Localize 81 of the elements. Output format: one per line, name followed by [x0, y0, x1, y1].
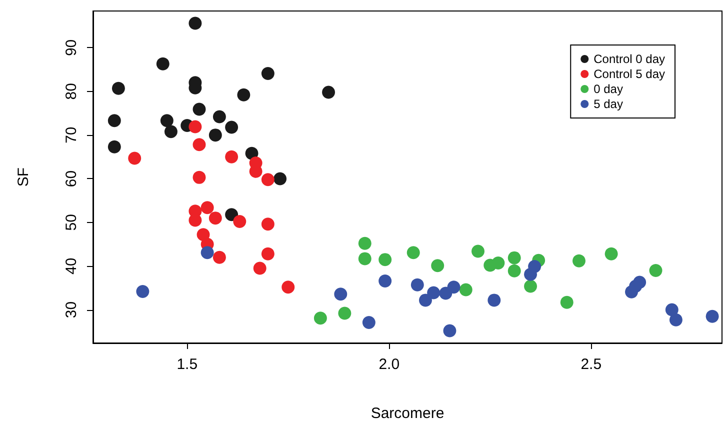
point — [200, 201, 214, 214]
point — [108, 140, 121, 154]
point — [633, 276, 646, 289]
point — [261, 66, 274, 80]
point — [208, 128, 222, 142]
y-tick-label: 40 — [63, 258, 80, 274]
point — [188, 16, 202, 30]
y-tick-label: 80 — [63, 83, 80, 100]
point — [418, 294, 432, 307]
x-axis-title: Sarcomere — [370, 405, 444, 422]
x-tick-label: 2.0 — [378, 356, 400, 373]
point — [362, 316, 376, 329]
point — [524, 280, 538, 293]
point — [431, 259, 444, 272]
x-tick-label: 2.5 — [580, 356, 602, 373]
point — [665, 303, 678, 316]
legend-label: 0 day — [594, 82, 623, 96]
point — [253, 262, 266, 275]
point — [112, 82, 125, 95]
point — [410, 278, 424, 292]
point — [192, 102, 206, 116]
point — [358, 252, 372, 266]
point — [604, 247, 618, 260]
point — [378, 274, 392, 288]
y-tick-label: 50 — [63, 214, 80, 231]
legend-label: 5 day — [594, 97, 623, 111]
point — [406, 246, 420, 260]
point — [528, 260, 542, 274]
point — [164, 125, 178, 138]
point — [200, 246, 214, 260]
point — [334, 288, 348, 301]
point — [472, 244, 484, 258]
point — [338, 306, 352, 320]
point — [443, 324, 456, 338]
point — [649, 264, 662, 277]
y-tick-label: 70 — [63, 126, 80, 144]
x-tick-label: 1.5 — [176, 356, 198, 373]
point — [378, 253, 392, 266]
point — [669, 313, 682, 326]
y-tick-label: 90 — [63, 39, 80, 56]
point — [459, 283, 472, 296]
point — [212, 110, 226, 124]
point — [237, 88, 250, 102]
point — [282, 280, 295, 294]
point — [560, 296, 574, 309]
legend-label: Control 5 day — [594, 67, 665, 81]
point — [261, 218, 274, 231]
point — [192, 138, 206, 152]
point — [156, 57, 170, 70]
point — [188, 120, 202, 134]
point — [508, 264, 521, 278]
point — [108, 114, 121, 128]
point — [225, 150, 238, 164]
point — [492, 256, 505, 270]
point — [192, 170, 206, 184]
y-tick-label: 30 — [63, 301, 80, 318]
y-tick-label: 60 — [63, 170, 80, 188]
point — [225, 120, 238, 134]
point — [196, 228, 210, 242]
point — [572, 254, 586, 268]
y-axis-title: SF — [15, 167, 32, 187]
point — [488, 294, 501, 307]
point — [208, 212, 222, 225]
point — [508, 251, 521, 264]
point — [261, 173, 274, 186]
point — [706, 310, 719, 323]
point — [128, 152, 142, 165]
point — [225, 208, 238, 222]
point — [314, 312, 327, 325]
point — [188, 214, 202, 227]
point — [212, 250, 226, 264]
point — [427, 286, 440, 300]
point — [261, 247, 274, 260]
point — [233, 215, 246, 228]
point — [322, 86, 336, 99]
point — [160, 114, 174, 128]
point — [447, 280, 460, 294]
point — [136, 284, 150, 298]
point — [274, 172, 287, 186]
legend-label: Control 0 day — [594, 52, 665, 66]
point — [358, 236, 372, 250]
